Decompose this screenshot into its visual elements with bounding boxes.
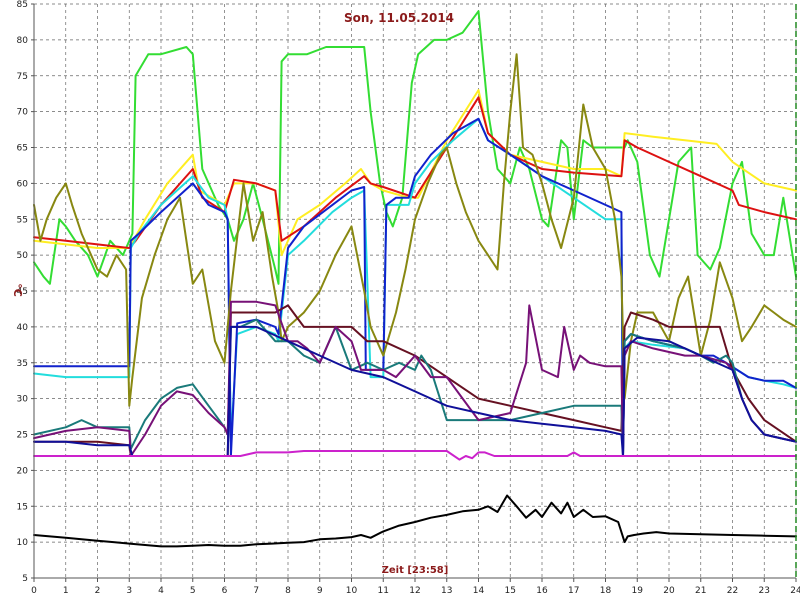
series-line-6 <box>33 53 797 407</box>
y-tick-label: 75 <box>17 72 28 82</box>
x-tick-label: 22 <box>727 586 738 596</box>
x-tick-label: 8 <box>285 586 291 596</box>
series-line-4 <box>33 117 797 457</box>
y-tick-label: 40 <box>17 323 29 333</box>
y-axis-label: °C <box>11 283 24 297</box>
x-axis-label: Zeit [23:58] <box>382 565 449 576</box>
y-tick-label: 70 <box>17 108 29 118</box>
x-tick-label: 13 <box>441 586 452 596</box>
y-tick-label: 5 <box>22 574 28 584</box>
series-line-9 <box>33 300 797 457</box>
y-tick-label: 50 <box>17 251 29 261</box>
series-line-1 <box>33 10 797 285</box>
x-tick-label: 7 <box>253 586 259 596</box>
y-tick-label: 45 <box>17 287 28 297</box>
x-tick-label: 4 <box>158 586 164 596</box>
x-tick-label: 9 <box>317 586 323 596</box>
x-tick-label: 19 <box>632 586 644 596</box>
chart-title: Son, 11.05.2014 <box>344 11 454 25</box>
y-tick-label: 10 <box>17 538 29 548</box>
x-tick-label: 1 <box>63 586 69 596</box>
x-tick-label: 18 <box>600 586 612 596</box>
series-line-3 <box>33 96 797 249</box>
y-tick-label: 25 <box>17 431 28 441</box>
y-tick-label: 15 <box>17 502 28 512</box>
series-line-2 <box>33 89 797 257</box>
x-tick-label: 12 <box>409 586 420 596</box>
x-tick-label: 6 <box>222 586 228 596</box>
x-tick-label: 20 <box>663 586 675 596</box>
y-tick-label: 55 <box>17 215 28 225</box>
x-tick-label: 2 <box>95 586 101 596</box>
x-tick-label: 11 <box>378 586 389 596</box>
x-tick-label: 24 <box>790 586 800 596</box>
grid <box>33 3 797 579</box>
y-tick-label: 85 <box>17 0 28 10</box>
x-tick-label: 0 <box>31 586 37 596</box>
y-tick-label: 30 <box>17 395 29 405</box>
series-line-11 <box>33 450 797 461</box>
series-group <box>33 10 797 548</box>
y-tick-label: 60 <box>17 179 29 189</box>
x-tick-label: 14 <box>473 586 485 596</box>
x-tick-label: 17 <box>568 586 579 596</box>
x-tick-label: 16 <box>536 586 548 596</box>
x-tick-label: 5 <box>190 586 196 596</box>
x-tick-label: 21 <box>695 586 706 596</box>
x-tick-label: 10 <box>346 586 358 596</box>
x-tick-label: 3 <box>126 586 132 596</box>
y-tick-labels: 5 10 15 20 25 30 35 40 45 50 55 60 65 70 75 80 85 <box>17 0 34 584</box>
y-tick-label: 65 <box>17 144 28 154</box>
y-tick-label: 80 <box>17 36 29 46</box>
y-tick-label: 20 <box>17 466 29 476</box>
x-tick-label: 23 <box>759 586 770 596</box>
series-line-12 <box>33 494 797 548</box>
x-tick-label: 15 <box>505 586 516 596</box>
x-tick-labels: 0 1 2 3 4 5 6 7 8 9 10 11 12 13 14 15 16 17 18 19 20 21 22 23 24 <box>31 578 800 596</box>
y-tick-label: 35 <box>17 359 28 369</box>
